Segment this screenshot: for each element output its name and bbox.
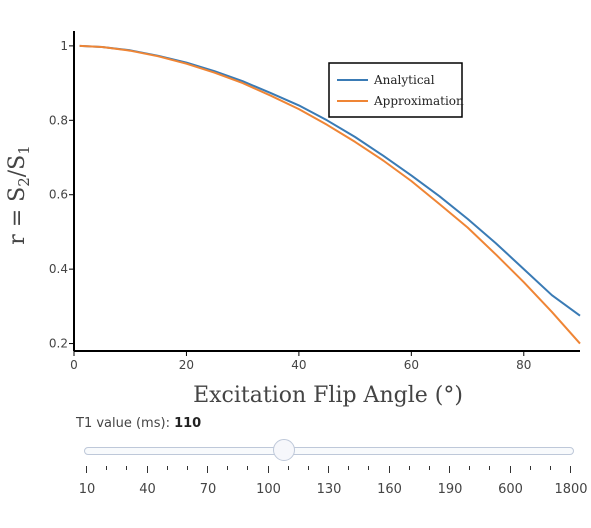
slider-major-tick xyxy=(267,466,269,473)
slider-step-label[interactable]: 70 xyxy=(199,482,217,497)
slider-minor-tick xyxy=(307,466,309,470)
x-tick-label: 60 xyxy=(404,358,419,372)
y-tick-label: 1 xyxy=(60,39,68,53)
series-line-approximation xyxy=(79,44,581,345)
slider-major-tick xyxy=(86,466,87,473)
slider-minor-tick xyxy=(287,466,289,470)
axes: 0 20 40 60 80 0.2 0.4 0.6 0.8 1 xyxy=(49,31,580,372)
slider-ticks xyxy=(0,466,591,480)
slider-minor-tick xyxy=(408,466,410,470)
slider-minor-tick xyxy=(529,466,531,470)
slider-minor-tick xyxy=(186,466,188,470)
slider-minor-tick xyxy=(368,466,370,470)
legend-label-approximation: Approximation xyxy=(373,94,464,108)
legend-box xyxy=(328,62,463,118)
slider-step-label[interactable]: 130 xyxy=(316,482,342,497)
x-axis-title: Excitation Flip Angle (°) xyxy=(193,383,463,408)
slider-step-label[interactable]: 600 xyxy=(498,482,523,497)
slider-minor-tick xyxy=(469,466,471,470)
series-lines xyxy=(79,44,581,345)
slider-major-tick xyxy=(207,466,208,473)
slider-step-label[interactable]: 100 xyxy=(256,482,281,497)
legend: Analytical Approximation xyxy=(328,62,464,118)
x-tick-label: 20 xyxy=(179,358,194,372)
slider-minor-tick xyxy=(549,466,551,470)
slider-major-tick xyxy=(509,466,511,473)
slider-step-label[interactable]: 190 xyxy=(437,482,463,497)
y-tick-label: 0.2 xyxy=(49,337,68,351)
slider-current-value: 110 xyxy=(174,416,202,431)
y-tick-label: 0.8 xyxy=(49,113,68,127)
slider-rail[interactable] xyxy=(84,447,574,455)
slider-major-tick xyxy=(388,466,390,473)
slider-minor-tick xyxy=(428,466,430,470)
slider-step-label[interactable]: 160 xyxy=(377,482,402,497)
slider-step-label[interactable]: 10 xyxy=(78,482,96,497)
slider-label: T1 value (ms): 110 xyxy=(76,416,201,431)
slider-minor-tick xyxy=(106,466,108,470)
slider-minor-tick xyxy=(166,466,168,470)
slider-step-label[interactable]: 40 xyxy=(139,482,156,497)
slider-minor-tick xyxy=(126,466,128,470)
slider-major-tick xyxy=(570,466,571,473)
y-axis-title: r = S2/S1 xyxy=(5,145,33,245)
y-tick-label: 0.4 xyxy=(49,262,68,276)
y-tick-label: 0.6 xyxy=(49,188,68,202)
x-tick-label: 40 xyxy=(291,358,306,372)
slider-major-tick xyxy=(146,466,148,473)
legend-label-analytical: Analytical xyxy=(373,73,435,87)
line-chart: 0 20 40 60 80 0.2 0.4 0.6 0.8 1 Analytical Approx… xyxy=(5,31,581,408)
slider-minor-tick xyxy=(227,466,229,470)
slider-minor-tick xyxy=(348,466,350,470)
slider-label-text: T1 value (ms): xyxy=(76,416,175,431)
slider-minor-tick xyxy=(489,466,491,470)
slider-minor-tick xyxy=(247,466,249,470)
slider-major-tick xyxy=(449,466,450,473)
slider-thumb[interactable] xyxy=(273,439,296,461)
x-tick-label: 80 xyxy=(516,358,531,372)
x-tick-label: 0 xyxy=(70,358,78,372)
t1-slider-control[interactable]: T1 value (ms): 110 10 40 70 100 130 160 190 600… xyxy=(0,410,591,528)
slider-step-label[interactable]: 1800 xyxy=(554,482,588,497)
slider-major-tick xyxy=(328,466,329,473)
